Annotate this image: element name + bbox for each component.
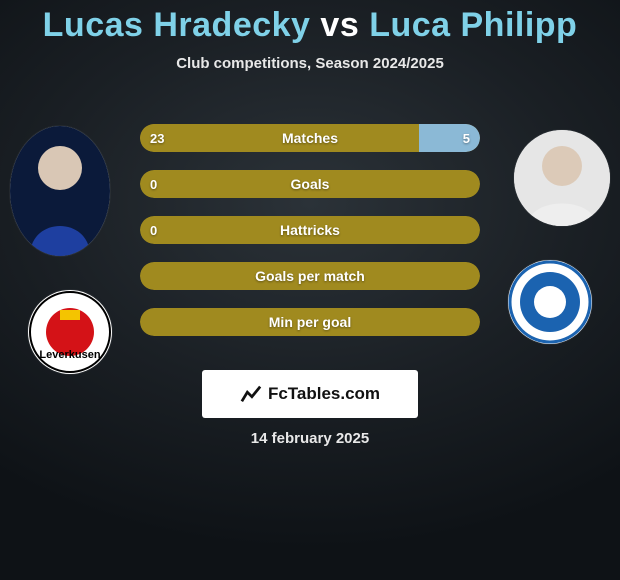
bar-value-right: 5 [453, 124, 480, 152]
title-vs: vs [320, 6, 359, 44]
bar-value-left: 0 [140, 170, 167, 198]
brand-badge[interactable]: FcTables.com [202, 370, 418, 418]
stat-bar: Goals0 [140, 170, 480, 198]
bar-label: Min per goal [140, 308, 480, 336]
svg-text:Leverkusen: Leverkusen [39, 349, 100, 361]
stat-bar: Hattricks0 [140, 216, 480, 244]
title-player1: Lucas Hradecky [43, 6, 311, 44]
bar-label: Goals per match [140, 262, 480, 290]
date-text: 14 february 2025 [0, 430, 620, 447]
player2-photo [514, 130, 610, 226]
player1-photo [10, 126, 110, 256]
player2-club-logo [508, 260, 592, 344]
stat-bar: Goals per match [140, 262, 480, 290]
title-player2: Luca Philipp [369, 6, 577, 44]
brand-text: FcTables.com [268, 384, 380, 404]
bar-value-left: 0 [140, 216, 167, 244]
bar-label: Hattricks [140, 216, 480, 244]
player1-club-logo: Leverkusen [28, 290, 112, 374]
page-title: Lucas Hradecky vs Luca Philipp [0, 0, 620, 45]
comparison-card: Lucas Hradecky vs Luca Philipp Club comp… [0, 0, 620, 580]
stat-bars: Matches235Goals0Hattricks0Goals per matc… [140, 124, 480, 336]
subtitle: Club competitions, Season 2024/2025 [0, 55, 620, 72]
bar-label: Matches [140, 124, 480, 152]
bar-value-left: 23 [140, 124, 174, 152]
bar-label: Goals [140, 170, 480, 198]
chart-icon [240, 383, 262, 405]
stat-bar: Min per goal [140, 308, 480, 336]
stat-bar: Matches23 5 [140, 124, 480, 152]
